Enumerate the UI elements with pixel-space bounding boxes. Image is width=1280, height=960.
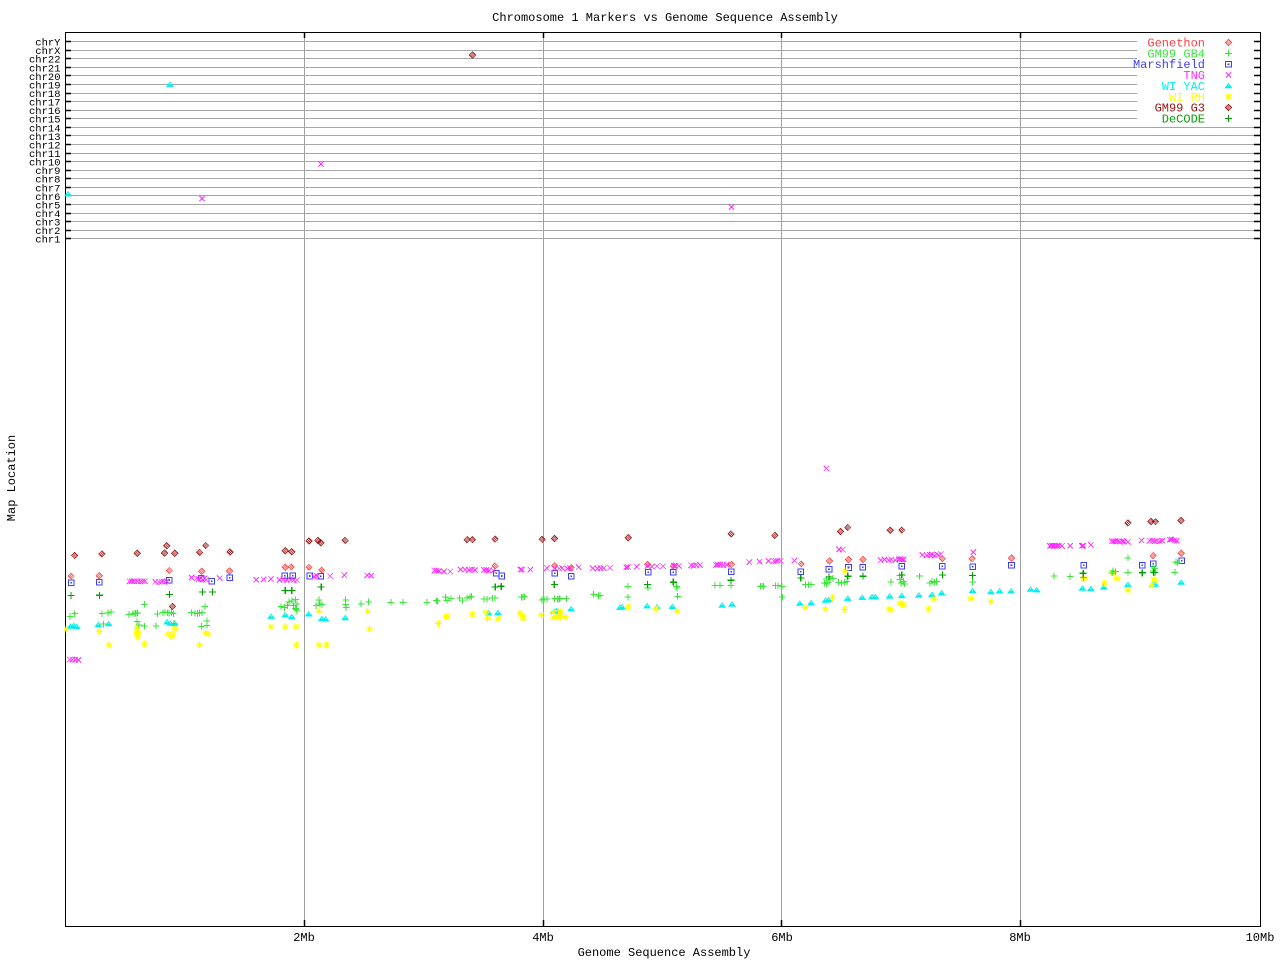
- svg-text:chr18: chr18: [29, 89, 61, 101]
- svg-text:chr14: chr14: [29, 123, 61, 135]
- svg-text:Genethon: Genethon: [1147, 36, 1205, 50]
- svg-text:WI RH: WI RH: [1169, 91, 1205, 105]
- svg-text:chr6: chr6: [35, 192, 60, 204]
- svg-text:Marshfield: Marshfield: [1133, 58, 1205, 72]
- svg-text:chr21: chr21: [29, 63, 61, 75]
- svg-text:Chromosome 1 Markers vs Genome: Chromosome 1 Markers vs Genome Sequence …: [492, 11, 838, 25]
- svg-text:WI YAC: WI YAC: [1162, 80, 1205, 94]
- svg-text:chrY: chrY: [35, 38, 61, 50]
- svg-text:TNG: TNG: [1183, 69, 1205, 83]
- svg-text:chr10: chr10: [29, 158, 61, 170]
- svg-text:chr2: chr2: [35, 226, 60, 238]
- svg-text:Map Location: Map Location: [5, 435, 19, 521]
- svg-text:DeCODE: DeCODE: [1162, 113, 1205, 127]
- svg-text:chr1: chr1: [35, 235, 60, 247]
- svg-text:chr15: chr15: [29, 115, 61, 127]
- svg-text:10Mb: 10Mb: [1246, 931, 1275, 945]
- svg-text:chr4: chr4: [35, 209, 60, 221]
- svg-text:chr19: chr19: [29, 80, 61, 92]
- svg-text:chr8: chr8: [35, 175, 60, 187]
- svg-text:chr3: chr3: [35, 218, 60, 230]
- svg-text:8Mb: 8Mb: [1009, 931, 1031, 945]
- svg-text:chr13: chr13: [29, 132, 61, 144]
- svg-text:chr11: chr11: [29, 149, 61, 161]
- svg-text:chr9: chr9: [35, 166, 60, 178]
- svg-text:6Mb: 6Mb: [771, 931, 793, 945]
- svg-text:chr20: chr20: [29, 72, 61, 84]
- svg-text:4Mb: 4Mb: [532, 931, 554, 945]
- svg-text:chr7: chr7: [35, 183, 60, 195]
- svg-text:chr17: chr17: [29, 98, 61, 110]
- svg-text:GM99 G3: GM99 G3: [1155, 102, 1205, 116]
- svg-text:chrX: chrX: [35, 46, 61, 58]
- svg-text:2Mb: 2Mb: [293, 931, 315, 945]
- svg-text:chr5: chr5: [35, 200, 60, 212]
- svg-text:GM99 GB4: GM99 GB4: [1147, 47, 1205, 61]
- svg-text:Genome Sequence Assembly: Genome Sequence Assembly: [578, 946, 751, 960]
- svg-text:chr12: chr12: [29, 140, 61, 152]
- svg-text:chr16: chr16: [29, 106, 61, 118]
- svg-text:chr22: chr22: [29, 55, 61, 67]
